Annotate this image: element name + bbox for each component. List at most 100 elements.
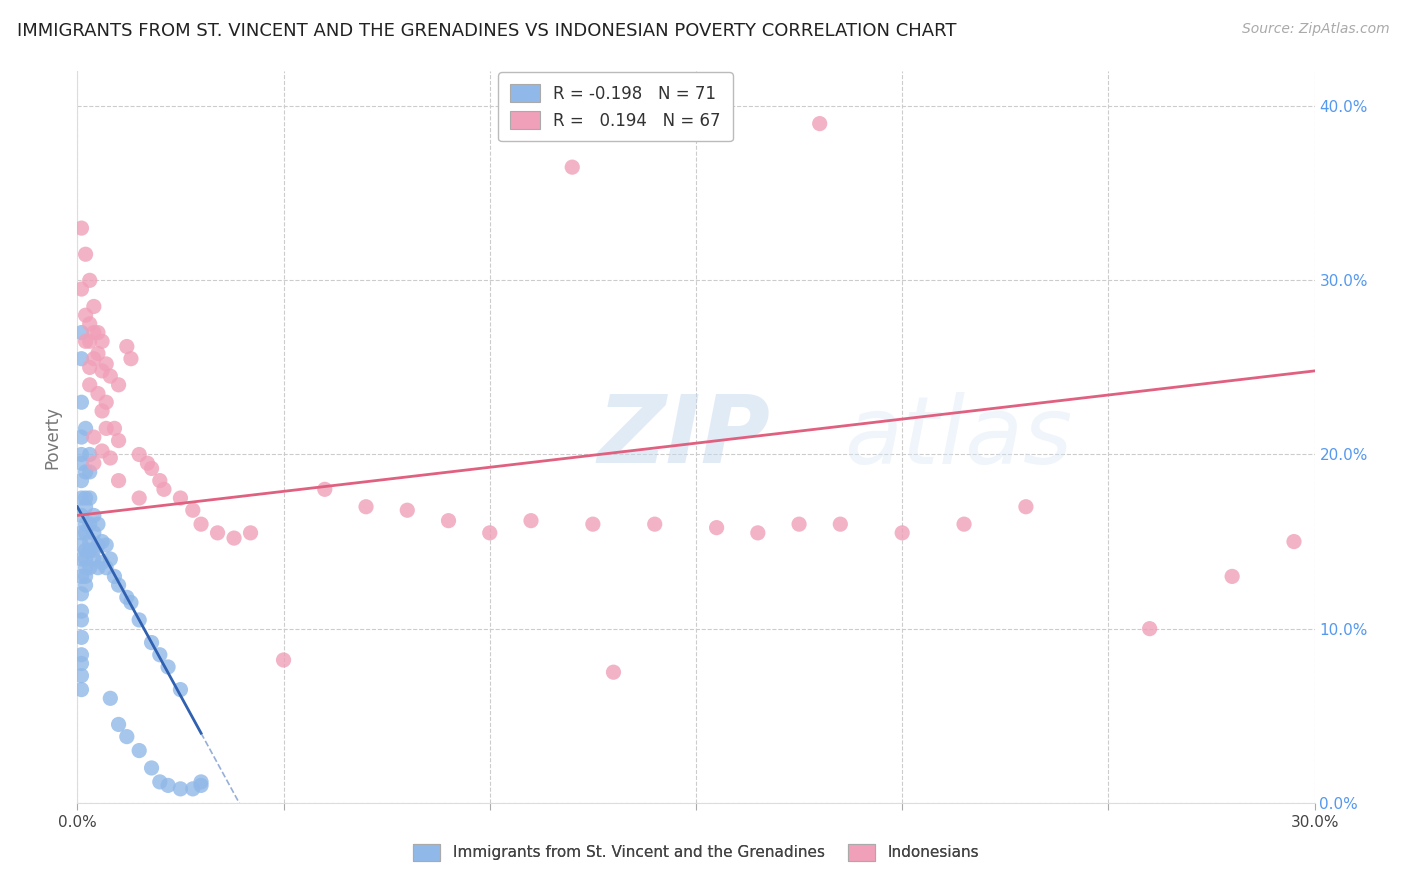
Point [98, 691, 121, 706]
Point [96, 421, 118, 435]
Point [70, 282, 93, 296]
Point [103, 421, 125, 435]
Point [70, 474, 93, 488]
Point [149, 648, 172, 662]
Point [75, 543, 97, 558]
Point [91, 334, 114, 349]
Point [437, 514, 460, 528]
Point [70, 631, 93, 645]
Point [207, 525, 229, 540]
Point [91, 556, 114, 570]
Point [169, 682, 191, 697]
Text: atlas: atlas [845, 392, 1073, 483]
Point [787, 517, 810, 532]
Point [87, 386, 110, 401]
Point [98, 369, 121, 384]
Point [70, 569, 93, 583]
Point [75, 525, 97, 540]
Point [830, 517, 852, 532]
Point [75, 569, 97, 583]
Point [91, 444, 114, 458]
Text: Source: ZipAtlas.com: Source: ZipAtlas.com [1241, 22, 1389, 37]
Point [75, 465, 97, 479]
Point [96, 357, 118, 371]
Point [141, 761, 163, 775]
Point [157, 660, 180, 674]
Point [75, 560, 97, 574]
Point [70, 351, 93, 366]
Point [70, 491, 93, 505]
Point [1015, 500, 1038, 514]
Point [75, 500, 97, 514]
Point [87, 538, 110, 552]
Point [149, 474, 172, 488]
Text: ZIP: ZIP [598, 391, 770, 483]
Point [190, 775, 212, 789]
Point [107, 434, 129, 448]
Point [128, 448, 150, 462]
Point [79, 491, 101, 505]
Point [79, 273, 101, 287]
Point [87, 326, 110, 340]
Point [75, 421, 97, 435]
Point [396, 503, 419, 517]
Point [644, 517, 666, 532]
Point [107, 377, 129, 392]
Point [120, 595, 142, 609]
Point [83, 300, 105, 314]
Point [70, 221, 93, 235]
Point [808, 117, 831, 131]
Point [96, 395, 118, 409]
Point [891, 525, 914, 540]
Point [169, 781, 191, 796]
Point [169, 491, 191, 505]
Point [239, 525, 262, 540]
Text: IMMIGRANTS FROM ST. VINCENT AND THE GRENADINES VS INDONESIAN POVERTY CORRELATION: IMMIGRANTS FROM ST. VINCENT AND THE GREN… [17, 22, 956, 40]
Point [75, 491, 97, 505]
Point [70, 682, 93, 697]
Point [79, 377, 101, 392]
Point [75, 517, 97, 532]
Point [79, 448, 101, 462]
Point [222, 531, 245, 545]
Point [83, 525, 105, 540]
Point [115, 730, 138, 744]
Point [70, 604, 93, 618]
Y-axis label: Poverty: Poverty [44, 406, 62, 468]
Point [91, 364, 114, 378]
Point [75, 552, 97, 566]
Point [96, 538, 118, 552]
Point [79, 517, 101, 532]
Point [136, 456, 159, 470]
Point [157, 778, 180, 792]
Point [79, 334, 101, 349]
Point [520, 514, 543, 528]
Point [83, 543, 105, 558]
Point [83, 552, 105, 566]
Point [314, 483, 336, 497]
Point [70, 648, 93, 662]
Point [107, 578, 129, 592]
Point [70, 508, 93, 523]
Point [354, 500, 377, 514]
Point [602, 665, 624, 680]
Point [582, 517, 605, 532]
Point [190, 778, 212, 792]
Point [70, 538, 93, 552]
Point [79, 360, 101, 375]
Point [79, 543, 101, 558]
Point [149, 775, 172, 789]
Point [273, 653, 295, 667]
Point [87, 560, 110, 574]
Point [706, 521, 728, 535]
Point [83, 326, 105, 340]
Point [70, 448, 93, 462]
Point [70, 552, 93, 566]
Point [103, 569, 125, 583]
Point [98, 450, 121, 465]
Point [141, 461, 163, 475]
Point [75, 334, 97, 349]
Legend: Immigrants from St. Vincent and the Grenadines, Indonesians: Immigrants from St. Vincent and the Gren… [405, 837, 987, 868]
Point [83, 430, 105, 444]
Point [70, 430, 93, 444]
